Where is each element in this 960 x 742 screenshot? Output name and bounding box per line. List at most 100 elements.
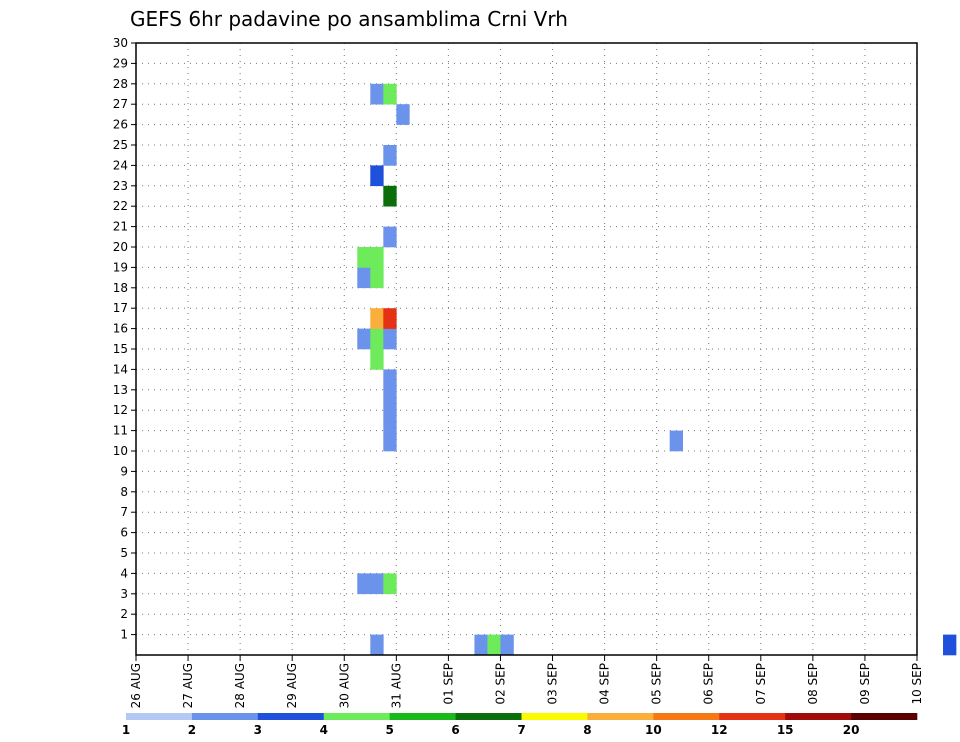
y-tick-label: 17 — [113, 301, 128, 315]
legend-label: 5 — [385, 723, 393, 737]
precip-cell — [487, 634, 501, 656]
y-tick-label: 25 — [113, 138, 128, 152]
chart-title: GEFS 6hr padavine po ansamblima Crni Vrh — [130, 7, 568, 31]
y-tick-label: 3 — [120, 587, 128, 601]
y-tick-label: 18 — [113, 281, 128, 295]
precip-cell — [383, 145, 397, 166]
x-tick-label: 08 SEP — [806, 663, 820, 705]
data-cells — [357, 83, 957, 656]
legend-swatch — [851, 713, 918, 720]
x-tick-label: 02 SEP — [493, 663, 507, 705]
x-tick-label: 28 AUG — [233, 663, 247, 708]
precip-cell — [370, 267, 384, 289]
precip-cell — [357, 328, 371, 350]
legend-swatch — [389, 713, 456, 720]
precip-cell — [383, 328, 397, 350]
precip-cell — [383, 308, 397, 329]
precip-cell — [357, 247, 371, 268]
x-tick-label: 04 SEP — [598, 663, 612, 705]
y-tick-label: 4 — [120, 566, 128, 580]
legend-label: 20 — [843, 723, 860, 737]
y-tick-label: 21 — [113, 220, 128, 234]
y-tick-label: 20 — [113, 240, 128, 254]
x-tick-label: 31 AUG — [389, 663, 403, 708]
legend-label: 12 — [711, 723, 728, 737]
legend-swatch — [455, 713, 522, 720]
legend-swatch — [719, 713, 786, 720]
precip-cell — [396, 104, 410, 125]
precip-cell — [943, 634, 957, 656]
legend-swatch — [257, 713, 325, 720]
legend-swatch — [126, 713, 193, 720]
y-tick-label: 15 — [113, 342, 128, 356]
y-tick-label: 19 — [113, 260, 128, 274]
y-tick-label: 12 — [113, 403, 128, 417]
precip-cell — [383, 185, 397, 207]
precip-cell — [370, 247, 384, 268]
y-axis: 1234567891011121314151617181920212223242… — [113, 36, 136, 642]
y-tick-label: 2 — [120, 607, 128, 621]
x-tick-label: 26 AUG — [129, 663, 143, 708]
legend-label: 15 — [777, 723, 794, 737]
legend-label: 6 — [451, 723, 459, 737]
precip-cell — [383, 389, 397, 411]
legend-label: 8 — [583, 723, 591, 737]
y-tick-label: 1 — [120, 628, 128, 642]
x-tick-label: 09 SEP — [858, 663, 872, 705]
x-tick-label: 30 AUG — [337, 663, 351, 708]
y-tick-label: 10 — [113, 444, 128, 458]
y-tick-label: 27 — [113, 97, 128, 111]
y-tick-label: 9 — [120, 464, 128, 478]
legend-swatch — [587, 713, 654, 720]
x-tick-label: 06 SEP — [702, 663, 716, 705]
x-tick-label: 03 SEP — [546, 663, 560, 705]
y-tick-label: 23 — [113, 179, 128, 193]
precip-cell — [370, 634, 384, 656]
legend-swatch — [191, 713, 259, 720]
y-tick-label: 8 — [120, 485, 128, 499]
y-tick-label: 29 — [113, 56, 128, 70]
precip-cell — [383, 410, 397, 431]
y-tick-label: 28 — [113, 77, 128, 91]
legend-swatch — [653, 713, 720, 720]
y-tick-label: 30 — [113, 36, 128, 50]
legend-label: 4 — [320, 723, 328, 737]
x-tick-label: 10 SEP — [910, 663, 924, 705]
legend-label: 3 — [254, 723, 262, 737]
y-tick-label: 16 — [113, 322, 128, 336]
precip-cell — [357, 267, 371, 289]
precip-cell — [370, 349, 384, 370]
y-tick-label: 13 — [113, 383, 128, 397]
legend-swatch — [323, 713, 390, 720]
precip-cell — [357, 573, 371, 595]
precip-cell — [474, 634, 488, 656]
y-tick-label: 6 — [120, 526, 128, 540]
y-tick-label: 14 — [113, 362, 128, 376]
legend-label: 2 — [188, 723, 196, 737]
x-tick-label: 01 SEP — [441, 663, 455, 705]
legend-label: 1 — [122, 723, 130, 737]
y-tick-label: 11 — [113, 424, 128, 438]
legend-swatch — [785, 713, 852, 720]
x-axis: 26 AUG 27 AUG 28 AUG 29 AUG 30 AUG 31 AUG 01 S… — [129, 655, 924, 708]
precip-cell — [370, 308, 384, 329]
gridlines — [136, 43, 917, 655]
precip-cell — [383, 369, 397, 391]
y-tick-label: 26 — [113, 118, 128, 132]
legend-label: 10 — [645, 723, 662, 737]
x-tick-label: 05 SEP — [650, 663, 664, 705]
precip-cell — [669, 430, 683, 452]
y-tick-label: 5 — [120, 546, 128, 560]
y-tick-label: 24 — [113, 158, 128, 172]
precip-cell — [383, 430, 397, 452]
precip-cell — [500, 634, 514, 656]
precip-cell — [370, 165, 384, 187]
precip-cell — [370, 83, 384, 105]
x-tick-label: 27 AUG — [181, 663, 195, 708]
precip-cell — [370, 328, 384, 350]
x-tick-label: 07 SEP — [754, 663, 768, 705]
y-tick-label: 22 — [113, 199, 128, 213]
legend-swatch — [521, 713, 588, 720]
x-tick-label: 29 AUG — [285, 663, 299, 708]
